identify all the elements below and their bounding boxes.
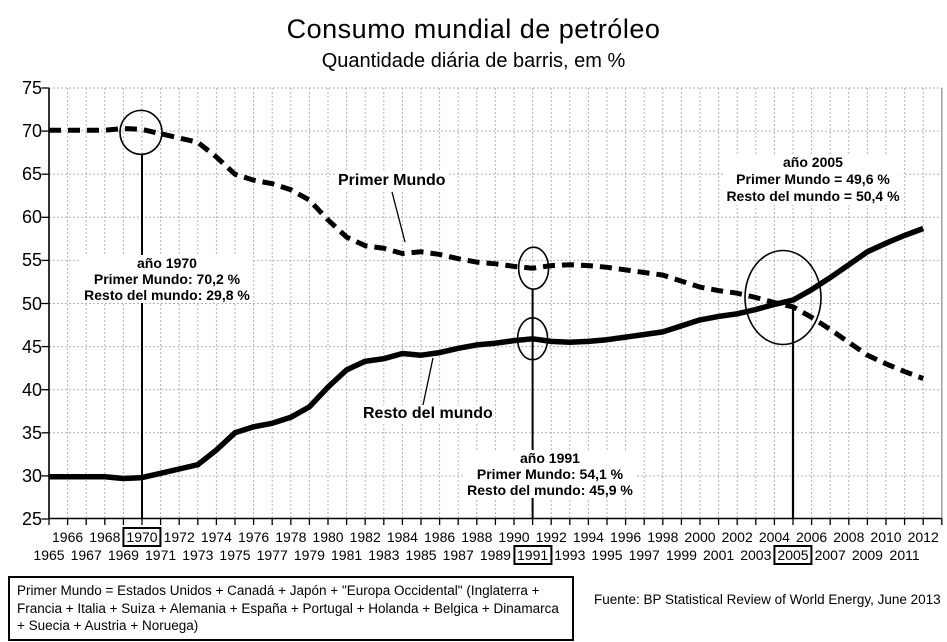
annotation-1970: año 1970 Primer Mundo: 70,2 % Resto del … <box>81 255 253 303</box>
highlight-ellipse-1991-primer-mundo <box>517 246 550 290</box>
resto-del-mundo-line <box>49 225 925 482</box>
x-axis-label-2012: 2012 <box>907 529 939 545</box>
x-axis-label-1973: 1973 <box>182 547 214 563</box>
x-axis-label-1972: 1972 <box>163 529 195 545</box>
x-axis-label-2010: 2010 <box>870 529 902 545</box>
annotation-1991-primer-mundo: Primer Mundo: 54,1 % <box>476 466 624 482</box>
annotation-1991: año 1991 Primer Mundo: 54,1 % Resto del … <box>464 450 636 498</box>
x-axis-label-1975: 1975 <box>219 547 251 563</box>
primer-mundo-series-label: Primer Mundo <box>336 172 448 190</box>
x-axis-label-1965: 1965 <box>33 547 65 563</box>
x-axis-label-1983: 1983 <box>368 547 400 563</box>
x-axis-label-1979: 1979 <box>293 547 325 563</box>
highlight-ellipse-1970 <box>119 109 163 156</box>
x-axis-label-1998: 1998 <box>647 529 679 545</box>
annotation-1970-resto-mundo: Resto del mundo: 29,8 % <box>84 287 250 303</box>
resto-del-mundo-leader-line <box>422 357 434 406</box>
y-axis-label-75: 75 <box>21 78 42 98</box>
y-axis-label-50: 50 <box>21 293 42 314</box>
x-axis-label-1982: 1982 <box>349 529 381 545</box>
annotation-1991-resto-mundo: Resto del mundo: 45,9 % <box>467 482 633 498</box>
annotation-2005-resto-mundo: Resto del mundo = 50,4 % <box>726 188 900 204</box>
x-axis-label-1992: 1992 <box>535 529 567 545</box>
x-axis-label-2001: 2001 <box>703 547 735 563</box>
annotation-1991-year: año 1991 <box>520 450 580 466</box>
x-axis-label-1970: 1970 <box>122 527 162 547</box>
annotation-1970-year: año 1970 <box>137 255 197 271</box>
annotation-1970-primer-mundo: Primer Mundo: 70,2 % <box>93 271 241 287</box>
highlight-ellipse-2005-crossover <box>744 249 822 346</box>
x-axis-label-1996: 1996 <box>610 529 642 545</box>
x-axis-label-1989: 1989 <box>479 547 511 563</box>
x-axis-label-1978: 1978 <box>275 529 307 545</box>
x-axis-label-1987: 1987 <box>442 547 474 563</box>
primer-mundo-leader-line <box>391 191 406 243</box>
x-axis-label-1977: 1977 <box>256 547 288 563</box>
x-axis-label-1995: 1995 <box>591 547 623 563</box>
y-axis-label-25: 25 <box>21 509 42 529</box>
x-axis-label-2004: 2004 <box>758 529 790 545</box>
x-axis-label-1974: 1974 <box>200 529 232 545</box>
x-axis-label-2006: 2006 <box>796 529 828 545</box>
x-axis-label-1993: 1993 <box>554 547 586 563</box>
y-axis-label-55: 55 <box>21 250 42 271</box>
resto-del-mundo-series-label: Resto del mundo <box>361 405 495 423</box>
x-axis-label-2003: 2003 <box>740 547 772 563</box>
x-axis-label-2000: 2000 <box>684 529 716 545</box>
x-axis-label-1988: 1988 <box>461 529 493 545</box>
x-axis-label-1994: 1994 <box>572 529 604 545</box>
x-axis-label-1985: 1985 <box>405 547 437 563</box>
x-axis-label-1968: 1968 <box>89 529 121 545</box>
x-axis-label-1999: 1999 <box>665 547 697 563</box>
x-axis-label-2007: 2007 <box>814 547 846 563</box>
x-axis-label-1980: 1980 <box>312 529 344 545</box>
annotation-2005: año 2005 Primer Mundo = 49,6 % Resto del… <box>723 154 903 205</box>
x-axis-label-1981: 1981 <box>331 547 363 563</box>
y-axis-label-35: 35 <box>21 422 42 443</box>
x-axis-label-2005: 2005 <box>773 545 813 565</box>
y-axis-label-60: 60 <box>21 207 42 228</box>
highlight-ellipse-1991-resto-mundo <box>516 317 549 361</box>
chart-subtitle: Quantidade diária de barris, em % <box>321 50 626 72</box>
x-axis-label-1991: 1991 <box>513 545 553 565</box>
x-axis-label-1984: 1984 <box>386 529 418 545</box>
x-axis-label-2009: 2009 <box>851 547 883 563</box>
annotation-2005-primer-mundo: Primer Mundo = 49,6 % <box>736 171 890 187</box>
primer-mundo-definition-box: Primer Mundo = Estados Unidos + Canadá +… <box>8 576 574 641</box>
y-axis-label-45: 45 <box>21 336 42 357</box>
y-axis-label-30: 30 <box>21 465 42 486</box>
source-text: Fuente: BP Statistical Review of World E… <box>594 592 941 607</box>
x-axis-label-1990: 1990 <box>498 529 530 545</box>
x-axis-label-1966: 1966 <box>52 529 84 545</box>
x-axis-label-2011: 2011 <box>889 547 920 563</box>
y-axis-label-70: 70 <box>21 121 42 142</box>
x-axis-label-1976: 1976 <box>238 529 270 545</box>
annotation-2005-year: año 2005 <box>783 154 843 170</box>
x-axis-label-1971: 1971 <box>145 547 177 563</box>
x-axis-label-1986: 1986 <box>424 529 456 545</box>
x-axis-label-1969: 1969 <box>107 547 139 563</box>
y-axis-label-65: 65 <box>21 164 42 185</box>
x-axis-label-1967: 1967 <box>70 547 102 563</box>
chart-title: Consumo mundial de petróleo <box>286 14 661 44</box>
y-axis-label-40: 40 <box>21 379 42 400</box>
x-axis-label-1997: 1997 <box>628 547 660 563</box>
x-axis-label-2002: 2002 <box>721 529 753 545</box>
x-axis-label-2008: 2008 <box>833 529 865 545</box>
